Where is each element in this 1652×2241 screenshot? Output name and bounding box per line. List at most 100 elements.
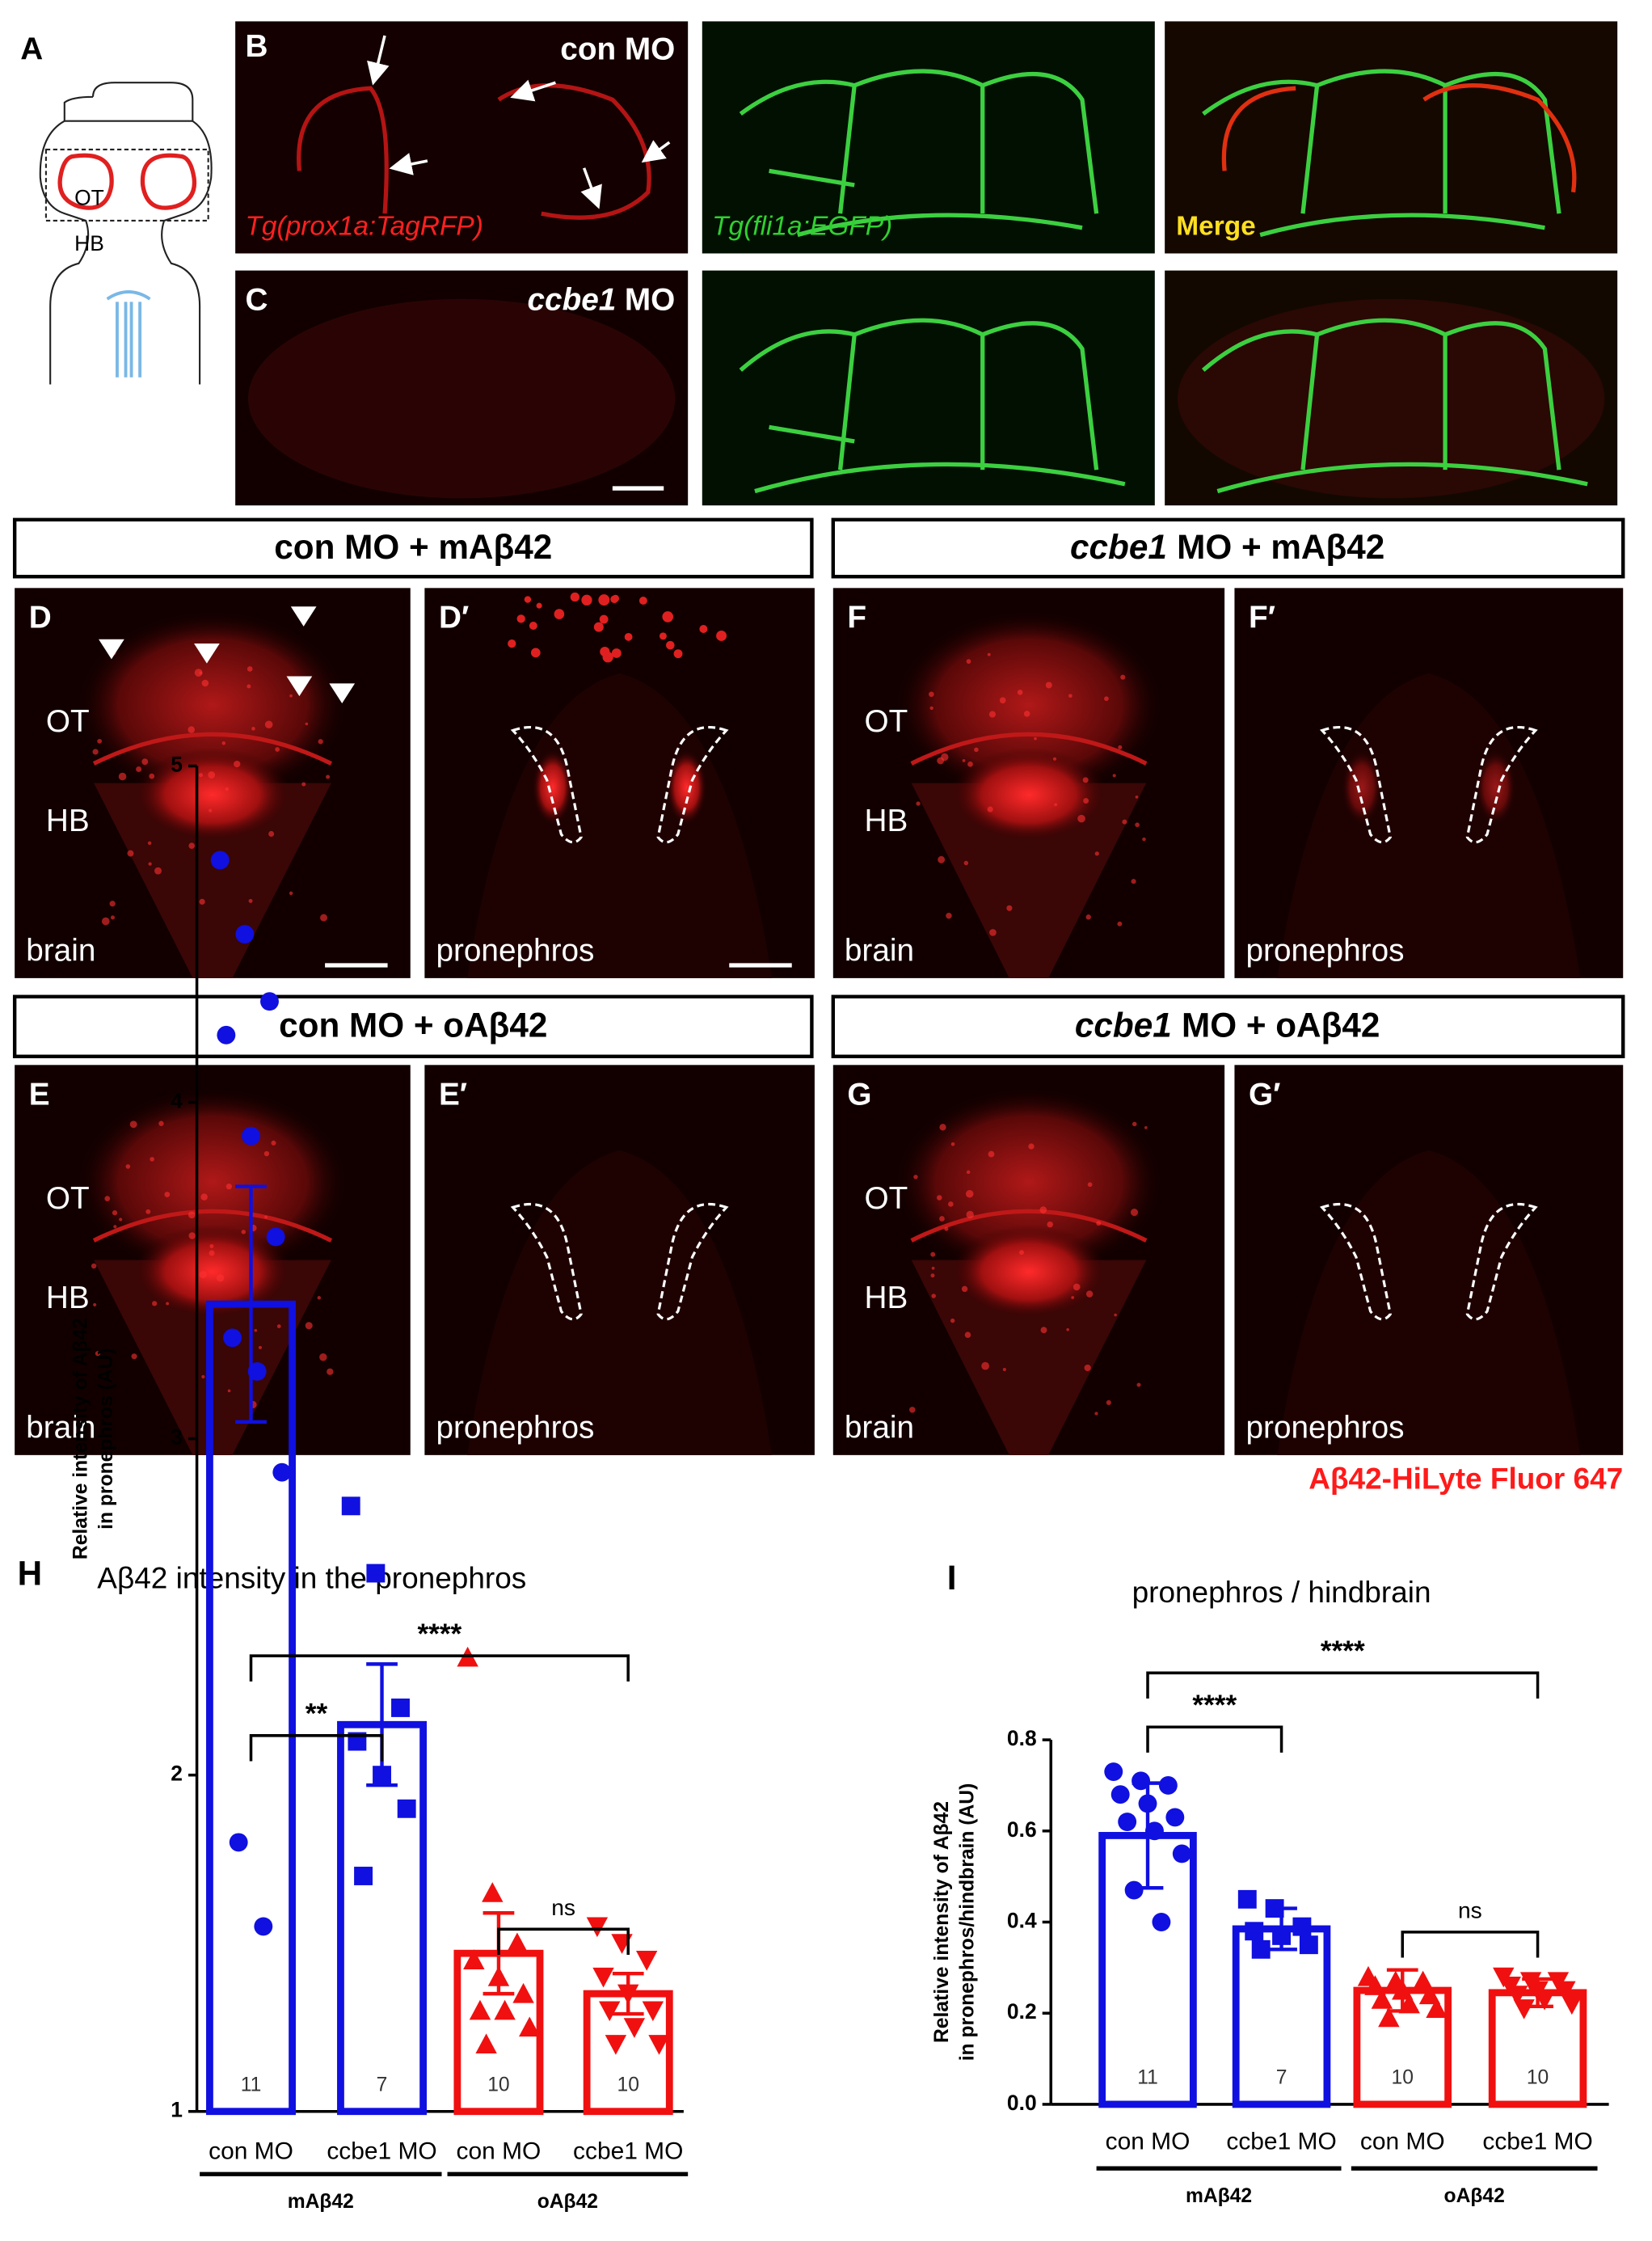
duct — [1319, 726, 1392, 844]
speck — [264, 1215, 268, 1219]
body-outline — [467, 673, 773, 978]
n-label: 7 — [377, 2074, 388, 2096]
region-name: brain — [845, 1410, 914, 1445]
data-point — [1371, 1989, 1393, 2009]
n-label: 11 — [1137, 2067, 1158, 2089]
data-point — [242, 1126, 260, 1146]
body-outline — [1277, 673, 1581, 978]
speck — [1135, 822, 1140, 828]
speck — [301, 782, 306, 787]
y-axis-label: in pronephros/hindbrain (AU) — [957, 1783, 979, 2062]
data-point — [463, 1949, 485, 1969]
region-label: OT — [46, 704, 90, 739]
speck — [963, 860, 969, 866]
data-point — [599, 2001, 621, 2022]
duct-outline — [656, 1203, 729, 1321]
micrograph — [15, 588, 411, 978]
panel-letter: F′ — [1249, 600, 1275, 635]
speck — [216, 1274, 225, 1282]
speck — [275, 747, 280, 752]
data-point — [354, 1867, 373, 1885]
speck — [946, 913, 952, 919]
speck — [305, 1322, 313, 1330]
y-tick-label: 1 — [171, 2098, 183, 2122]
speck — [659, 632, 667, 640]
speck — [1047, 1221, 1053, 1228]
duct-outline — [1465, 726, 1538, 844]
speck — [964, 1332, 971, 1338]
speck — [119, 1218, 123, 1222]
panel-letter: I — [947, 1559, 957, 1597]
speck — [981, 1361, 989, 1370]
speck — [276, 1324, 281, 1328]
speck — [1082, 777, 1089, 783]
speck — [1118, 745, 1123, 749]
speck — [317, 1296, 322, 1300]
header: con MO + mAβ42 — [274, 528, 552, 566]
speck — [164, 1192, 171, 1197]
hindbrain-tail — [911, 1260, 1147, 1455]
speck — [1085, 914, 1091, 920]
data-point — [1513, 1999, 1535, 2019]
speck — [201, 679, 209, 687]
speck — [939, 1216, 945, 1222]
speck — [930, 1251, 936, 1257]
speck — [944, 1226, 949, 1231]
speck — [508, 639, 516, 648]
header-box — [831, 994, 1625, 1058]
y-tick-label: 2 — [171, 1762, 183, 1786]
data-point — [586, 1917, 609, 1938]
speck — [268, 830, 275, 837]
data-point — [494, 1999, 516, 2020]
duct-outline — [1465, 1203, 1538, 1321]
speck — [966, 1210, 974, 1219]
boundary — [910, 1209, 1148, 1243]
speck — [536, 602, 542, 609]
data-point — [482, 1882, 504, 1902]
data-point — [1118, 1813, 1137, 1831]
micrograph — [424, 1065, 815, 1455]
speck — [1087, 1182, 1093, 1188]
chart-title: pronephros / hindbrain — [1132, 1576, 1431, 1609]
data-point — [223, 1328, 242, 1348]
header: ccbe1 MO + mAβ42 — [1070, 528, 1384, 566]
speck — [221, 741, 226, 745]
data-point — [210, 850, 230, 870]
speck — [150, 1157, 154, 1162]
speck — [201, 1374, 205, 1379]
speck — [967, 761, 973, 767]
duct — [510, 1203, 583, 1321]
speck — [289, 694, 293, 698]
data-point — [605, 2035, 627, 2055]
n-label: 10 — [617, 2074, 638, 2096]
data-point — [1292, 1917, 1312, 1936]
speck — [101, 917, 110, 926]
speck — [149, 773, 155, 779]
header-box — [12, 994, 814, 1058]
speck — [950, 1318, 955, 1323]
y-axis-label: Relative intensity of Aβ42 — [70, 1318, 91, 1559]
speck — [209, 1250, 215, 1256]
speck — [638, 597, 647, 605]
panel-letter: C — [245, 283, 268, 318]
region-name: brain — [26, 933, 95, 968]
speck — [988, 711, 997, 718]
speck — [199, 1271, 207, 1279]
region-label: HB — [74, 231, 104, 255]
duct — [510, 726, 583, 844]
speck — [258, 1345, 262, 1349]
n-label: 10 — [1392, 2067, 1414, 2089]
speck — [600, 647, 610, 657]
speck — [209, 808, 213, 812]
micrograph — [832, 588, 1225, 978]
speck — [145, 1209, 151, 1214]
speck — [966, 1170, 971, 1175]
speck — [1106, 1399, 1111, 1405]
speck — [127, 850, 134, 857]
speck — [974, 747, 979, 753]
duct-signal — [666, 750, 707, 825]
speck — [937, 1195, 942, 1201]
speck — [1019, 1250, 1024, 1256]
data-point — [217, 1025, 236, 1045]
data-point — [469, 1999, 491, 2020]
